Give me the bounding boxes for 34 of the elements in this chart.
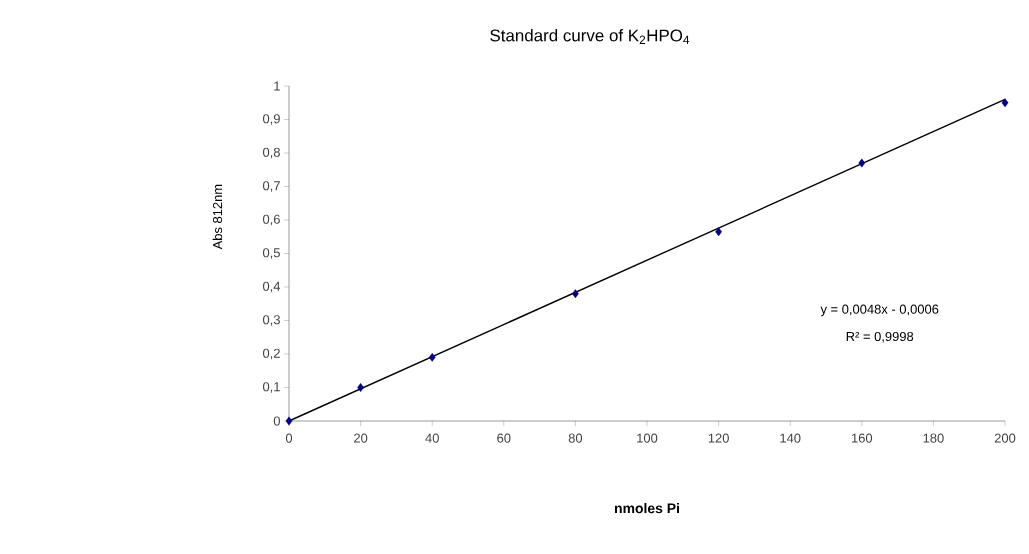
y-tick-label: 0,3	[262, 315, 280, 326]
point	[572, 289, 579, 299]
x-tick-label: 0	[285, 433, 293, 443]
point	[285, 416, 293, 426]
y-axis-title: Abs 812nm	[212, 184, 223, 250]
x-tick-label: 120	[708, 433, 729, 443]
y-tick-label: 1	[274, 81, 280, 91]
x-tick-label: 60	[497, 433, 511, 443]
y-tick-label: 0,2	[262, 348, 280, 360]
point	[715, 227, 722, 237]
y-tick-label: 0	[273, 416, 280, 426]
y-tick-label: 0,1	[262, 382, 280, 393]
x-tick-label: 40	[425, 433, 439, 443]
point	[428, 352, 436, 362]
point	[1001, 98, 1009, 108]
x-tick-label: 200	[994, 433, 1016, 443]
point	[858, 158, 866, 168]
y-tick-label: 0,6	[262, 214, 280, 226]
annotation: y = 0,0048x - 0,0006	[820, 304, 939, 317]
x-axis-title: nmoles Pi	[614, 502, 679, 514]
x-tick-label: 180	[923, 433, 944, 443]
y-tick-label: 0,4	[262, 281, 281, 293]
x-tick-label: 20	[354, 433, 368, 443]
point	[357, 383, 364, 392]
chart-title: Standard curve of K$_{2}$HPO$_{4}$	[490, 29, 690, 44]
y-tick-label: 0,8	[262, 147, 280, 159]
y-tick-label: 0,5	[262, 248, 280, 259]
y-tick-label: 0,9	[262, 114, 280, 125]
annotation: R² = 0,9998	[846, 331, 914, 343]
x-tick-label: 140	[780, 433, 801, 443]
x-tick-label: 100	[637, 433, 658, 443]
x-tick-label: 160	[851, 433, 873, 443]
y-tick-label: 0,7	[262, 181, 280, 192]
x-tick-label: 80	[568, 433, 583, 443]
